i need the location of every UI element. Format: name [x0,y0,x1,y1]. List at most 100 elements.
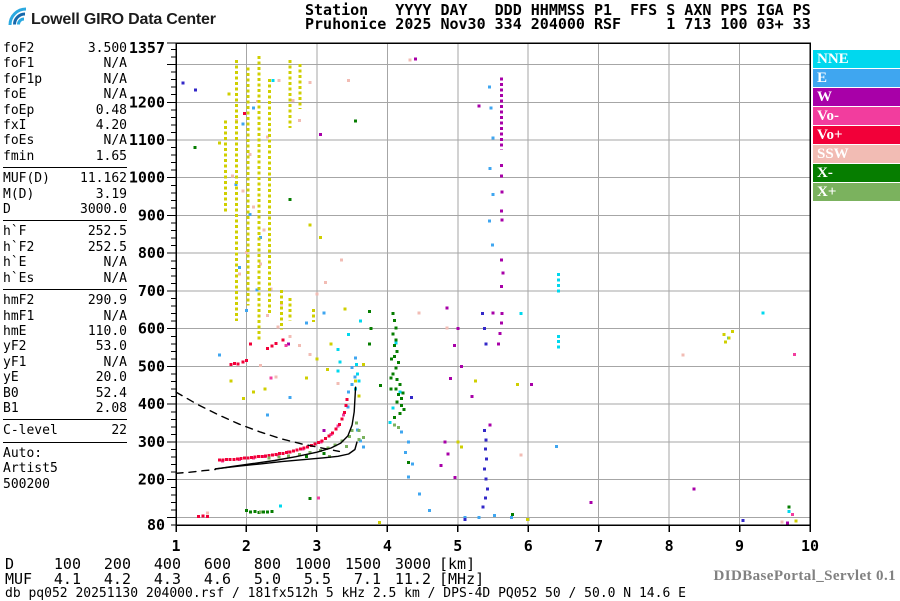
legend-item-nne: NNE [813,50,900,68]
parameter-value: N/A [103,56,127,72]
row-value: 1000 [294,555,331,573]
parameter-value: 52.4 [95,385,127,401]
parameter-label: h`Es [3,270,35,286]
parameter-value: N/A [103,354,127,370]
svg-text:8: 8 [665,537,674,555]
x-axis-labels: 1 2 3 4 5 6 7 8 9 10 [171,537,819,555]
svg-text:200: 200 [138,471,165,489]
parameter-row: h`F 252.5 [3,224,127,239]
parameter-value: 3000.0 [80,202,127,218]
trace-series-unclassified-deep-blue [181,81,745,522]
parameter-label: hmF1 [3,308,35,324]
row-label: MUF [5,570,33,588]
parameter-row: h`Es N/A [3,271,127,286]
parameter-row: B1 2.08 [3,401,127,416]
artist-dashed-lower [175,468,217,474]
parameter-value: N/A [103,87,127,103]
trace-series-x+ [259,421,530,521]
parameter-row: foEp 0.48 [3,103,127,118]
parameter-label: fmin [3,148,35,164]
svg-text:2: 2 [242,537,251,555]
row-value: 11.2 [394,570,431,588]
parameter-value: 290.9 [87,293,127,309]
row-value: 4.1 [53,570,81,588]
trace-series-e [218,85,558,519]
parameter-row: fxI 4.20 [3,118,127,133]
row-value: 7.1 [353,570,381,588]
svg-text:80: 80 [147,516,165,534]
parameter-value: 2.08 [95,400,127,416]
legend-item-x: X+ [813,183,900,201]
trace-series-vo- [220,343,797,516]
parameter-label: M(D) [3,186,35,202]
svg-text:9: 9 [735,537,744,555]
parameter-text: Auto: [3,445,43,461]
logo: Lowell GIRO Data Center [6,5,216,34]
logo-text: Lowell GIRO Data Center [31,10,216,28]
svg-text:4: 4 [383,537,392,555]
trace-series-nne [271,78,791,513]
measurement-status-line: db pq052 20251130 204000.rsf / 181fx512h… [5,586,686,601]
parameter-group: Auto: Artist5 500200 [3,446,127,495]
svg-text:6: 6 [524,537,533,555]
svg-text:900: 900 [138,206,165,224]
row-value: 1500 [344,555,381,573]
parameter-row: hmF2 290.9 [3,293,127,308]
svg-text:400: 400 [138,395,165,413]
parameter-label: h`F [3,224,27,240]
trace-series-vo+ [197,112,349,518]
parameter-row: h`E N/A [3,255,127,270]
parameter-value: N/A [103,308,127,324]
trace-series-vertical-interference-yellow [218,56,798,525]
giro-wave-icon [6,5,28,34]
parameter-group: foF2 3.500 foF1 N/A foF1p N/A foE N/A foEp 0.48 fx… [3,41,127,169]
row-value: 800 [253,555,281,573]
svg-text:600: 600 [138,320,165,338]
artist-trace-lower [214,441,358,470]
parameter-value: 252.5 [87,239,127,255]
parameter-row: C-level 22 [3,423,127,438]
parameter-label: B1 [3,400,19,416]
parameter-label: yF1 [3,354,27,370]
parameter-label: foF2 [3,41,35,56]
parameter-label: yE [3,370,19,386]
parameter-value: N/A [103,133,127,149]
legend-item-w: W [813,88,900,106]
row-label: D [5,555,15,573]
y-axis-labels: 1357 1200 1100 1000 900 800 700 600 500 400 300 200… [129,39,165,534]
parameter-row: D 3000.0 [3,202,127,217]
station-header: Station YYYY DAY DDD HHMMSS P1 FFS S AXN… [305,3,811,32]
parameter-row: yF2 53.0 [3,339,127,354]
parameter-value: 4.20 [95,118,127,134]
parameter-label: foEs [3,133,35,149]
parameter-value: 110.0 [87,323,127,339]
parameter-row: foF1p N/A [3,72,127,87]
axis-ticks [167,42,811,532]
svg-text:1000: 1000 [129,169,165,187]
row-value: 3000 [394,555,431,573]
parameter-row: foF2 3.500 [3,41,127,56]
parameter-value: N/A [103,71,127,87]
parameter-row: foE N/A [3,87,127,102]
muf-row: MUF 4.1 4.2 4.3 4.6 5.0 5.5 7.1 11.2 [MHz] [5,570,484,588]
parameter-group: h`F 252.5 h`F2 252.5 h`E N/A h`Es N/A [3,224,127,291]
legend-item-x: X- [813,164,900,182]
row-value: 600 [203,555,231,573]
row-value: 400 [153,555,181,573]
parameter-label: foF1p [3,71,43,87]
parameter-text: 500200 [3,476,50,492]
parameter-label: B0 [3,385,19,401]
svg-text:3: 3 [312,537,321,555]
parameter-row: yE 20.0 [3,370,127,385]
parameter-row: h`F2 252.5 [3,240,127,255]
trace-series-x- [193,119,791,516]
svg-text:1357: 1357 [129,39,165,57]
parameter-value: 252.5 [87,224,127,240]
parameter-group: hmF2 290.9 hmF1 N/A hmE 110.0 yF2 53.0 yF1 N/A yE 2… [3,293,127,421]
parameter-value: 3.500 [87,41,127,56]
parameter-value: 3.19 [95,186,127,202]
parameter-label: h`E [3,255,27,271]
row-value: 5.5 [303,570,331,588]
servlet-watermark: DIDBasePortal_Servlet 0.1 [713,568,896,584]
echo-legend: NNE E W Vo- Vo+ SSW X- X+ [813,50,900,202]
